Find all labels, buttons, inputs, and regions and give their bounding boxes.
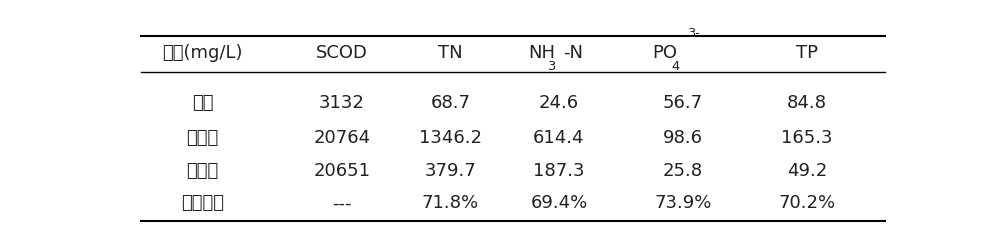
Text: 187.3: 187.3 — [533, 162, 585, 180]
Text: 84.8: 84.8 — [787, 94, 827, 112]
Text: ---: --- — [332, 194, 352, 212]
Text: 原泥: 原泥 — [192, 94, 213, 112]
Text: 吸附效率: 吸附效率 — [181, 194, 224, 212]
Text: 56.7: 56.7 — [663, 94, 703, 112]
Text: 25.8: 25.8 — [663, 162, 703, 180]
Text: 73.9%: 73.9% — [654, 194, 712, 212]
Text: 吸附后: 吸附后 — [186, 162, 219, 180]
Text: 49.2: 49.2 — [787, 162, 827, 180]
Text: NH: NH — [528, 44, 555, 62]
Text: SCOD: SCOD — [316, 44, 368, 62]
Text: 4: 4 — [671, 60, 680, 73]
Text: TP: TP — [796, 44, 818, 62]
Text: -N: -N — [563, 44, 583, 62]
Text: PO: PO — [652, 44, 677, 62]
Text: 68.7: 68.7 — [430, 94, 471, 112]
Text: 614.4: 614.4 — [533, 129, 585, 147]
Text: 20764: 20764 — [313, 129, 371, 147]
Text: 69.4%: 69.4% — [530, 194, 588, 212]
Text: 1346.2: 1346.2 — [419, 129, 482, 147]
Text: 71.8%: 71.8% — [422, 194, 479, 212]
Text: 379.7: 379.7 — [425, 162, 476, 180]
Text: TN: TN — [438, 44, 463, 62]
Text: 3132: 3132 — [319, 94, 365, 112]
Text: 165.3: 165.3 — [781, 129, 833, 147]
Text: 70.2%: 70.2% — [778, 194, 836, 212]
Text: 3-: 3- — [687, 27, 700, 40]
Text: 指标(mg/L): 指标(mg/L) — [162, 44, 243, 62]
Text: 吸附前: 吸附前 — [186, 129, 219, 147]
Text: 20651: 20651 — [314, 162, 370, 180]
Text: 98.6: 98.6 — [663, 129, 703, 147]
Text: 24.6: 24.6 — [539, 94, 579, 112]
Text: 3: 3 — [547, 60, 555, 73]
